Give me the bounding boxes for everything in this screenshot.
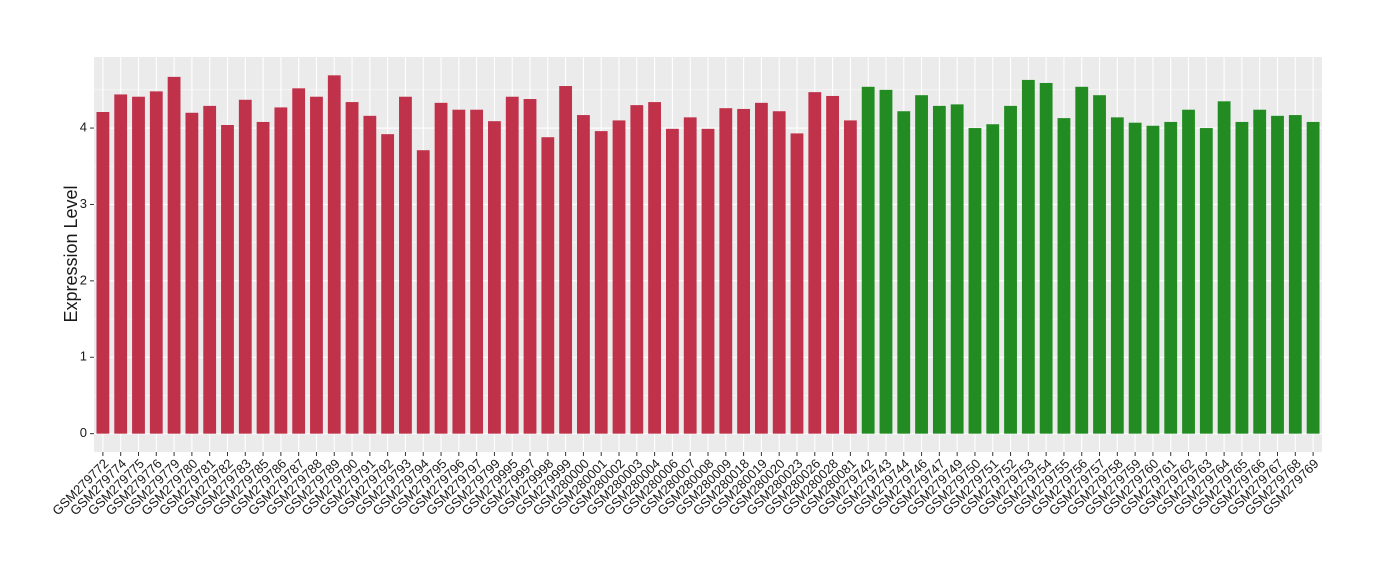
bar — [594, 131, 608, 434]
bar — [1164, 121, 1178, 434]
bar — [1075, 86, 1089, 434]
bar — [167, 76, 181, 434]
bar — [292, 88, 306, 434]
bar — [772, 111, 786, 434]
bar — [1093, 95, 1106, 434]
bar — [968, 128, 982, 434]
bar — [1128, 122, 1142, 434]
bar — [559, 86, 573, 434]
bar — [149, 91, 163, 434]
bar — [381, 134, 395, 434]
bar — [505, 96, 519, 434]
bar — [310, 96, 323, 434]
bar — [737, 108, 751, 434]
bar — [1182, 109, 1195, 434]
bar — [683, 117, 697, 434]
bar — [1253, 109, 1267, 434]
y-tick-label: 1 — [80, 349, 87, 364]
bar — [932, 105, 946, 434]
bar — [648, 102, 662, 434]
bar — [114, 94, 128, 434]
bar — [1039, 82, 1053, 434]
bar — [256, 121, 270, 434]
bar — [327, 75, 341, 434]
bar — [434, 102, 448, 434]
bar — [950, 104, 964, 434]
y-axis-title: Expression Level — [61, 185, 81, 322]
bar — [488, 121, 501, 434]
bar — [452, 109, 466, 434]
bar — [808, 92, 822, 434]
bar — [96, 112, 110, 434]
bar — [221, 124, 234, 434]
bar — [1217, 101, 1231, 434]
bar — [345, 102, 359, 434]
bar — [1271, 115, 1284, 434]
bar — [630, 105, 644, 434]
bar — [132, 96, 145, 434]
bar — [1021, 79, 1035, 434]
bar — [861, 86, 875, 434]
bar — [399, 96, 412, 434]
bar — [185, 112, 199, 434]
bar — [986, 124, 1000, 434]
bar — [1306, 121, 1320, 434]
bar — [719, 108, 733, 434]
bar — [523, 99, 537, 434]
bar — [701, 128, 715, 434]
bar — [274, 107, 288, 434]
bar — [577, 115, 590, 434]
bar — [470, 109, 484, 434]
bar — [416, 150, 430, 434]
bar — [915, 95, 928, 434]
bar — [203, 105, 217, 434]
bar — [363, 115, 377, 434]
bar — [1146, 125, 1160, 434]
bar — [897, 111, 911, 434]
bar — [1004, 105, 1017, 434]
bar — [541, 137, 555, 434]
bar — [826, 95, 839, 434]
y-tick-label: 3 — [80, 196, 87, 211]
bar — [612, 120, 626, 434]
bar — [843, 120, 857, 434]
bar — [879, 89, 893, 434]
bar — [754, 102, 768, 434]
bar — [1110, 117, 1124, 434]
bar — [1199, 128, 1213, 434]
bar — [1288, 115, 1302, 434]
bar — [238, 99, 252, 434]
y-tick-label: 0 — [80, 425, 87, 440]
bar — [1235, 121, 1249, 434]
y-tick-label: 4 — [80, 119, 87, 134]
y-tick-label: 2 — [80, 272, 87, 287]
bar — [1057, 118, 1071, 434]
bar — [665, 128, 679, 434]
bar — [790, 133, 804, 434]
